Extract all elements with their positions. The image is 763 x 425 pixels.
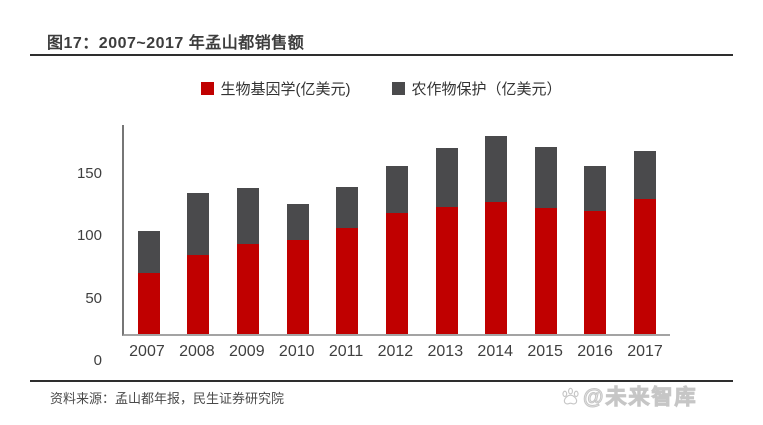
- y-axis-ticks: 0 50 100 150: [64, 125, 112, 369]
- bar-2011: [336, 186, 359, 334]
- bar-segment-crop-2016: [584, 165, 607, 211]
- bar-segment-bio-2015: [534, 208, 557, 334]
- watermark: @未来智库: [560, 381, 697, 411]
- bar-2015: [534, 146, 557, 334]
- bar-2012: [385, 165, 408, 334]
- bar-segment-bio-2016: [584, 210, 607, 334]
- x-tick-label-2010: 2010: [278, 343, 315, 360]
- bar-segment-crop-2010: [286, 204, 309, 241]
- bar-segment-crop-2013: [435, 148, 458, 207]
- bar-chart: 0 50 100 150 2007 2008 2009 2010 2011 2012 2013 20…: [77, 125, 670, 369]
- bar-segment-crop-2011: [336, 186, 359, 229]
- y-tick-label: 150: [76, 164, 102, 182]
- bar-segment-crop-2012: [385, 165, 408, 214]
- x-tick-label-2013: 2013: [427, 343, 464, 360]
- source-note: 资料来源：孟山都年报，民生证券研究院: [50, 391, 285, 406]
- bar-2017: [634, 150, 657, 334]
- bar-segment-bio-2007: [137, 272, 160, 334]
- bar-2008: [187, 193, 210, 334]
- bar-segment-bio-2013: [435, 206, 458, 334]
- bar-segment-bio-2014: [485, 201, 508, 334]
- bar-segment-crop-2008: [187, 193, 210, 256]
- legend-swatch-icon: [392, 82, 406, 95]
- y-tick-label: 100: [76, 227, 102, 245]
- bar-segment-crop-2007: [137, 230, 160, 273]
- bar-2009: [237, 188, 260, 334]
- x-tick-label-2016: 2016: [577, 343, 613, 360]
- legend-label: 生物基因学(亿美元): [220, 81, 351, 98]
- x-tick-label-2007: 2007: [129, 343, 165, 360]
- x-tick-label-2015: 2015: [527, 343, 563, 360]
- bar-segment-bio-2011: [336, 228, 359, 334]
- bar-2013: [435, 148, 458, 334]
- legend-swatch-icon: [201, 82, 215, 95]
- plot-area: [122, 125, 670, 336]
- bar-segment-crop-2009: [237, 188, 260, 245]
- x-tick-label-2012: 2012: [377, 343, 414, 360]
- bar-segment-crop-2014: [485, 135, 508, 202]
- legend-label: 农作物保护（亿美元）: [411, 81, 562, 98]
- figure-title: 图17：2007~2017 年孟山都销售额: [47, 35, 305, 52]
- bar-segment-bio-2009: [237, 244, 260, 334]
- bar-segment-crop-2015: [534, 146, 557, 209]
- bar-2010: [286, 204, 309, 334]
- legend-item-1: 农作物保护（亿美元）: [392, 78, 562, 99]
- bar-2016: [584, 165, 607, 334]
- bar-segment-bio-2012: [385, 213, 408, 334]
- title-underline-rule: [30, 54, 733, 56]
- x-tick-label-2009: 2009: [229, 343, 265, 360]
- footer-rule: [30, 380, 733, 382]
- x-tick-label-2008: 2008: [179, 343, 215, 360]
- y-tick-label: 50: [85, 289, 102, 307]
- x-axis-labels: 2007 2008 2009 2010 2011 2012 2013 2014 2015 2016…: [122, 343, 670, 361]
- x-tick-label-2011: 2011: [328, 343, 364, 360]
- bar-segment-bio-2008: [187, 255, 210, 334]
- bar-segment-bio-2017: [634, 199, 657, 334]
- bar-2014: [485, 135, 508, 334]
- watermark-text: @未来智库: [582, 386, 698, 410]
- x-tick-label-2014: 2014: [477, 343, 514, 360]
- chart-legend: 生物基因学(亿美元) 农作物保护（亿美元）: [0, 78, 763, 99]
- paw-icon: [562, 387, 579, 405]
- x-tick-label-2017: 2017: [627, 343, 663, 360]
- bar-segment-crop-2017: [634, 150, 657, 200]
- legend-item-0: 生物基因学(亿美元): [201, 78, 350, 99]
- y-tick-label: 0: [93, 352, 102, 369]
- bar-2007: [137, 230, 160, 334]
- bar-segment-bio-2010: [286, 240, 309, 334]
